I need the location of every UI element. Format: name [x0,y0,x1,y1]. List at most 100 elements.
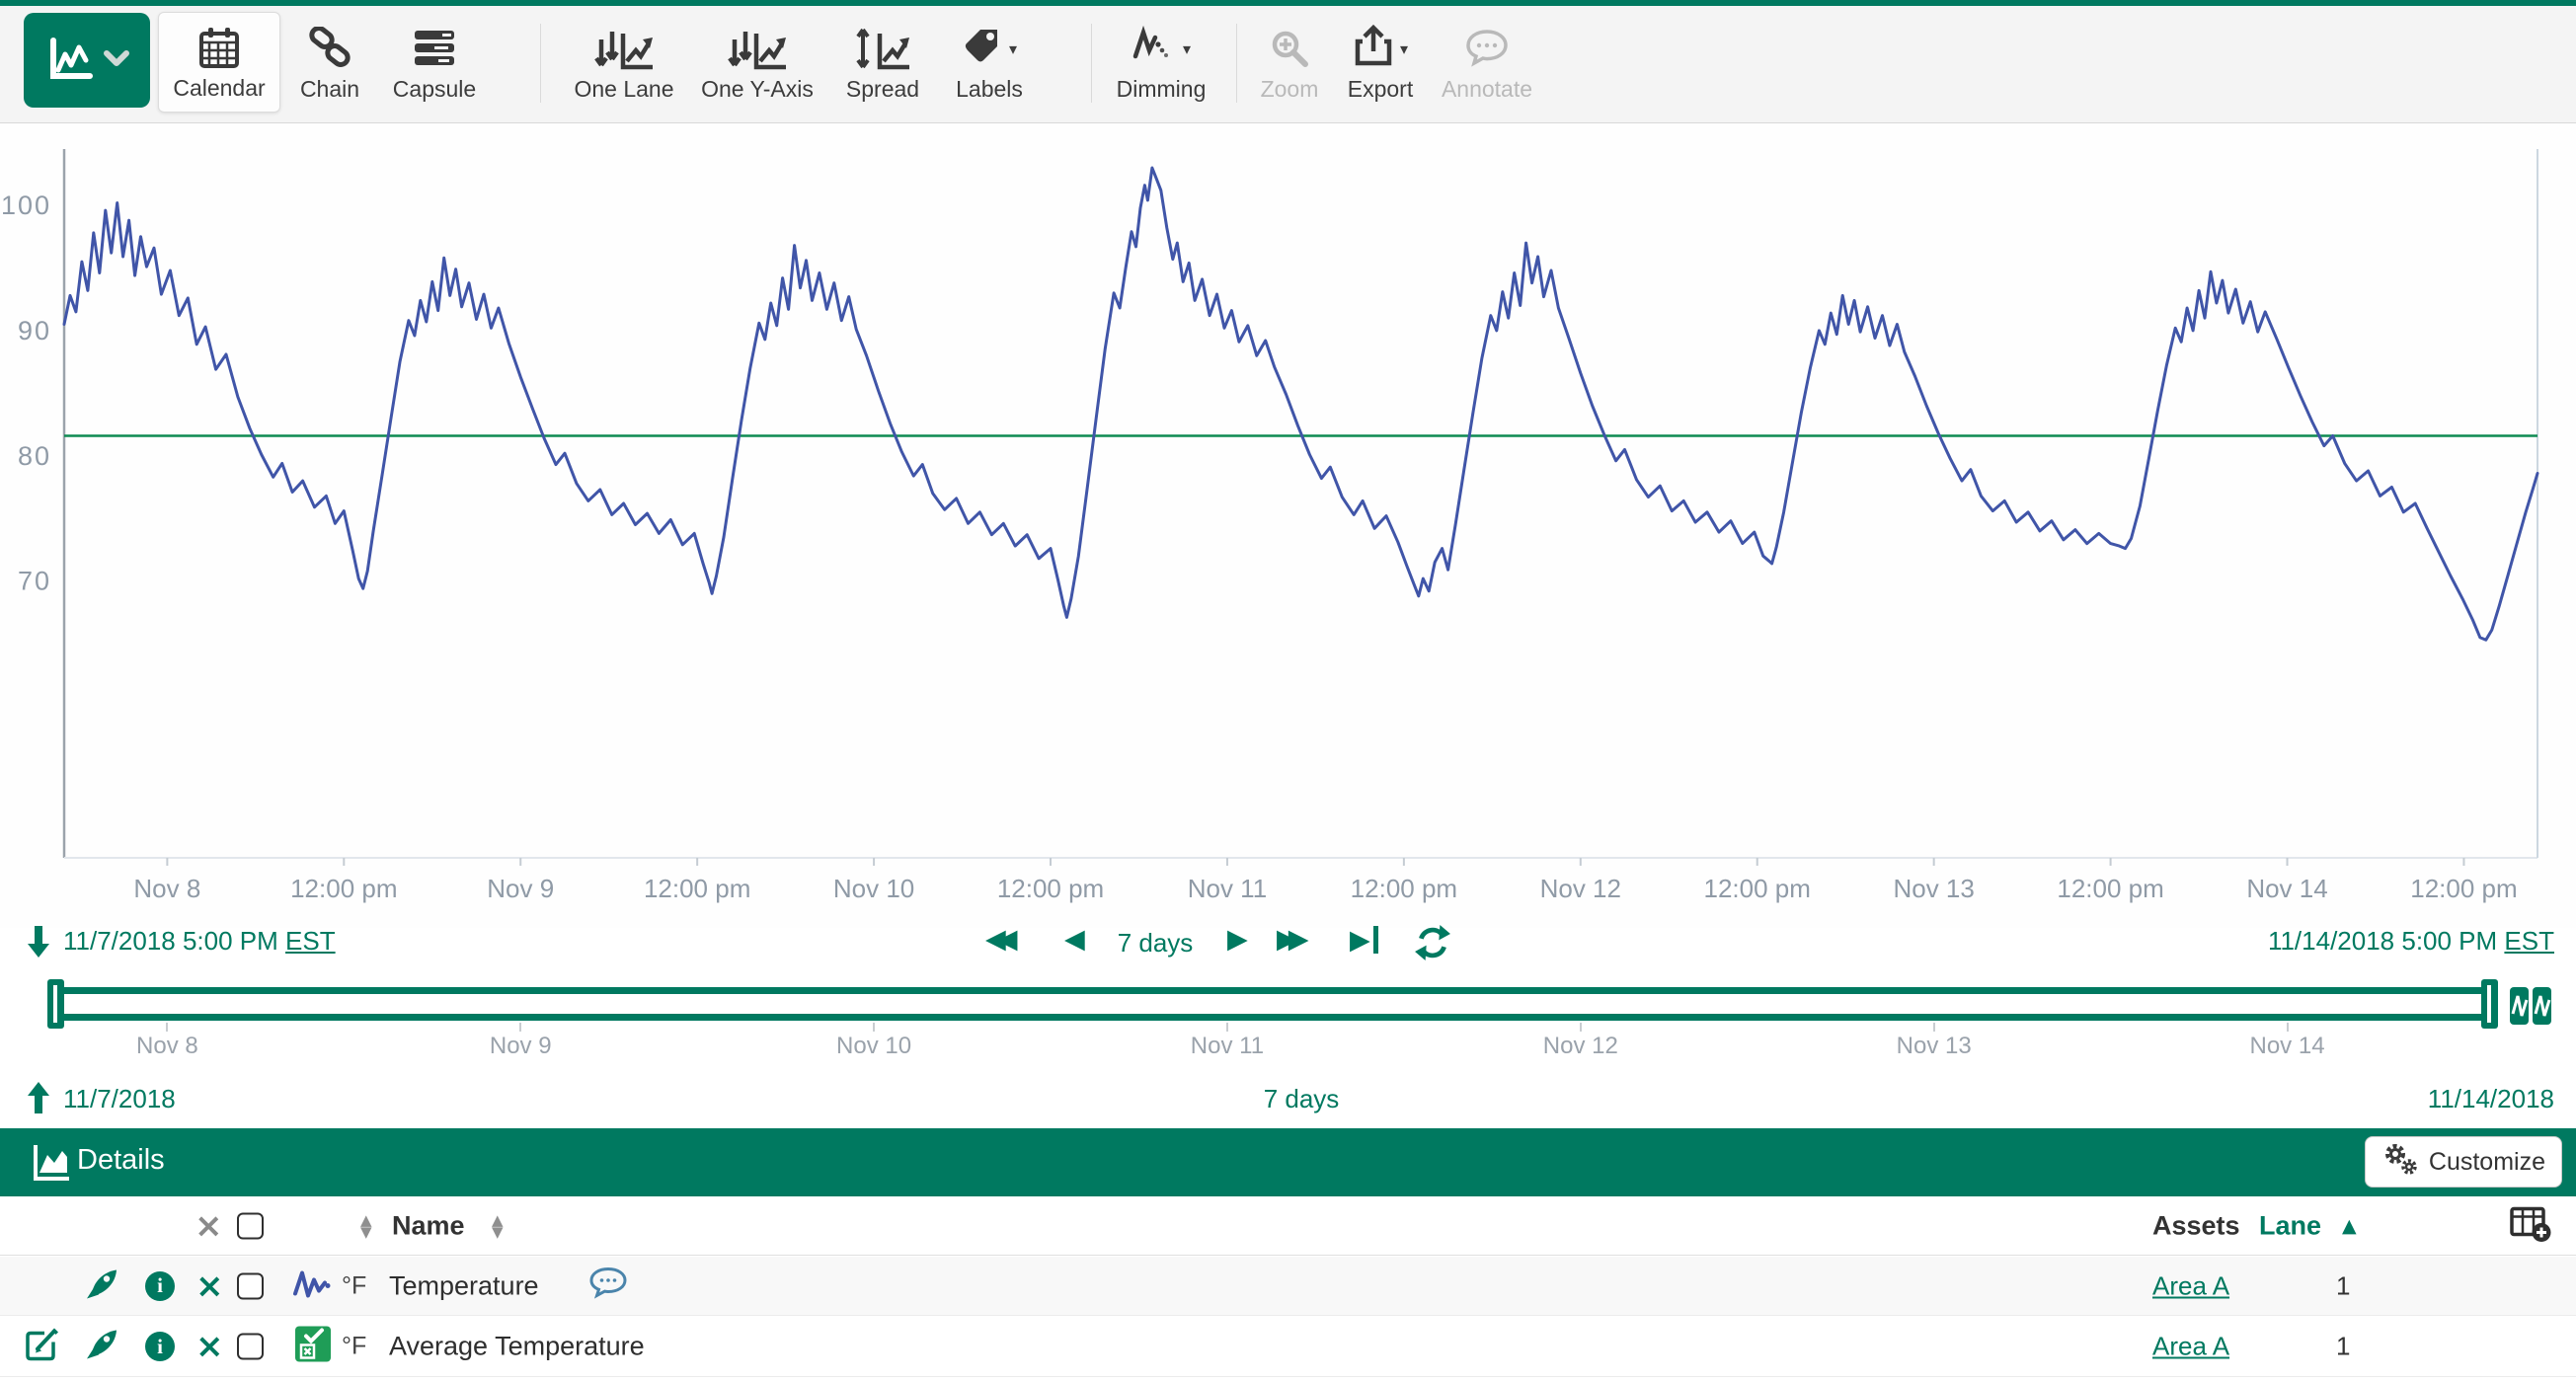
chain-icon [307,21,352,76]
calendar-label: Calendar [173,75,265,102]
svg-text:Nov 10: Nov 10 [833,874,914,903]
start-timezone-link[interactable]: EST [285,926,336,956]
customize-label: Customize [2429,1148,2545,1177]
trend-view-selector-button[interactable] [24,13,150,108]
remove-item-icon[interactable]: × [195,1330,224,1363]
remove-item-icon[interactable]: × [195,1269,224,1303]
svg-text:12:00 pm: 12:00 pm [644,874,750,903]
investigate-range-start[interactable]: 11/7/2018 [63,1084,176,1114]
seeq-trend-workbench: Calendar Chain Capsule One Lane On [0,0,2576,1381]
asset-link[interactable]: Area A [2152,1332,2229,1362]
slider-tick-label: Nov 8 [136,1033,198,1060]
one-lane-button[interactable]: One Lane [555,12,693,113]
trend-view-icon [44,33,96,89]
labels-tag-icon [962,25,1003,72]
trend-chart[interactable]: 100908070Nov 812:00 pmNov 912:00 pmNov 1… [0,123,2576,928]
item-name[interactable]: Temperature [389,1270,539,1301]
signal-type-icon [292,1266,334,1306]
slider-tick [1226,1023,1228,1032]
one-y-axis-icon [727,21,788,76]
svg-text:80: 80 [18,441,51,471]
row-checkbox[interactable] [237,1334,264,1360]
column-header-assets[interactable]: Assets [2152,1210,2240,1241]
trend-rocket-icon[interactable] [85,1327,120,1367]
svg-text:12:00 pm: 12:00 pm [290,874,397,903]
labels-label: Labels [956,76,1023,103]
svg-text:12:00 pm: 12:00 pm [2410,874,2517,903]
select-all-checkbox[interactable] [237,1212,264,1239]
investigate-start-arrow-icon [26,1080,51,1120]
annotation-bubble-icon[interactable] [588,1266,628,1305]
slider-tick [166,1023,168,1032]
dimming-button[interactable]: ▾ Dimming [1101,12,1221,113]
sort-name-asc-icon[interactable]: ▲▼ [360,1214,372,1238]
display-range-end[interactable]: 11/14/2018 5:00 PM EST [2268,926,2554,957]
zoom-icon [1269,21,1310,76]
svg-text:12:00 pm: 12:00 pm [1704,874,1811,903]
step-forward-full-button[interactable]: ▶▶ [1277,926,1309,953]
details-panel-title: Details [77,1144,165,1177]
slider-tick [873,1023,875,1032]
add-column-icon[interactable] [2509,1203,2552,1248]
slider-right-handle[interactable] [2481,979,2498,1029]
spread-button[interactable]: Spread [827,12,938,113]
display-range-start[interactable]: 11/7/2018 5:00 PM EST [63,926,336,957]
unit-label: °F [342,1333,366,1361]
svg-text:12:00 pm: 12:00 pm [1351,874,1457,903]
svg-text:Nov 11: Nov 11 [1188,874,1267,903]
labels-button[interactable]: ▾ Labels [938,12,1041,113]
zoom-button[interactable]: Zoom [1246,12,1333,113]
item-name[interactable]: Average Temperature [389,1332,645,1362]
column-header-name[interactable]: Name [392,1210,465,1241]
labels-caret-icon: ▾ [1009,39,1017,58]
calendar-icon [198,20,240,75]
annotate-label: Annotate [1442,76,1532,103]
item-info-icon[interactable]: i [145,1332,175,1361]
row-checkbox[interactable] [237,1272,264,1299]
capsule-mode-button[interactable]: Capsule [383,12,486,113]
svg-text:12:00 pm: 12:00 pm [997,874,1104,903]
remove-all-icon[interactable]: × [195,1209,223,1243]
end-timezone-link[interactable]: EST [2504,926,2554,956]
display-range-duration[interactable]: 7 days [1118,928,1194,959]
slider-tick-label: Nov 14 [2249,1033,2324,1060]
svg-text:Nov 9: Nov 9 [487,874,554,903]
svg-text:90: 90 [18,316,51,345]
chain-mode-button[interactable]: Chain [292,12,367,113]
gears-icon [2381,1141,2419,1184]
spread-icon [854,21,911,76]
area-chart-icon [32,1143,71,1186]
table-row-temperature[interactable]: i × °F Temperature Area A 1 [0,1257,2576,1316]
asset-link[interactable]: Area A [2152,1270,2229,1301]
trend-rocket-icon[interactable] [85,1266,120,1306]
investigate-range-slider[interactable] [54,987,2485,1021]
investigate-range-end[interactable]: 11/14/2018 [2428,1084,2554,1114]
item-info-icon[interactable]: i [145,1271,175,1301]
column-header-lane[interactable]: Lane [2259,1210,2321,1241]
slider-left-handle[interactable] [47,979,64,1029]
step-back-full-button[interactable]: ◀◀ [985,926,1018,953]
calendar-mode-button[interactable]: Calendar [158,12,280,113]
sort-name-desc-icon[interactable]: ▲▼ [492,1214,504,1238]
step-forward-half-button[interactable]: ▶ [1227,926,1248,953]
zoom-label: Zoom [1261,76,1319,103]
one-y-axis-button[interactable]: One Y-Axis [686,12,828,113]
lane-sort-asc-icon[interactable]: ▲ [2342,1215,2357,1237]
annotate-button[interactable]: Annotate [1430,12,1544,113]
step-back-half-button[interactable]: ◀ [1064,926,1085,953]
chain-label: Chain [300,76,359,103]
investigate-range-duration[interactable]: 7 days [1264,1084,1340,1114]
capsule-icon [413,21,456,76]
one-lane-icon [593,21,655,76]
edit-formula-icon[interactable] [24,1326,61,1368]
refresh-button[interactable] [1414,924,1451,966]
export-button[interactable]: ▾ Export [1335,12,1426,113]
slider-tick-label: Nov 11 [1191,1033,1264,1060]
step-to-end-button[interactable]: ▶ [1350,926,1378,954]
toolbar-separator [540,24,541,103]
dimming-icon [1132,25,1177,72]
table-row-average-temperature[interactable]: i × °F Average Temperature Area A 1 [0,1317,2576,1377]
dimming-label: Dimming [1117,76,1207,103]
customize-button[interactable]: Customize [2365,1136,2562,1188]
fit-selected-region-icon[interactable] [2509,986,2552,1031]
